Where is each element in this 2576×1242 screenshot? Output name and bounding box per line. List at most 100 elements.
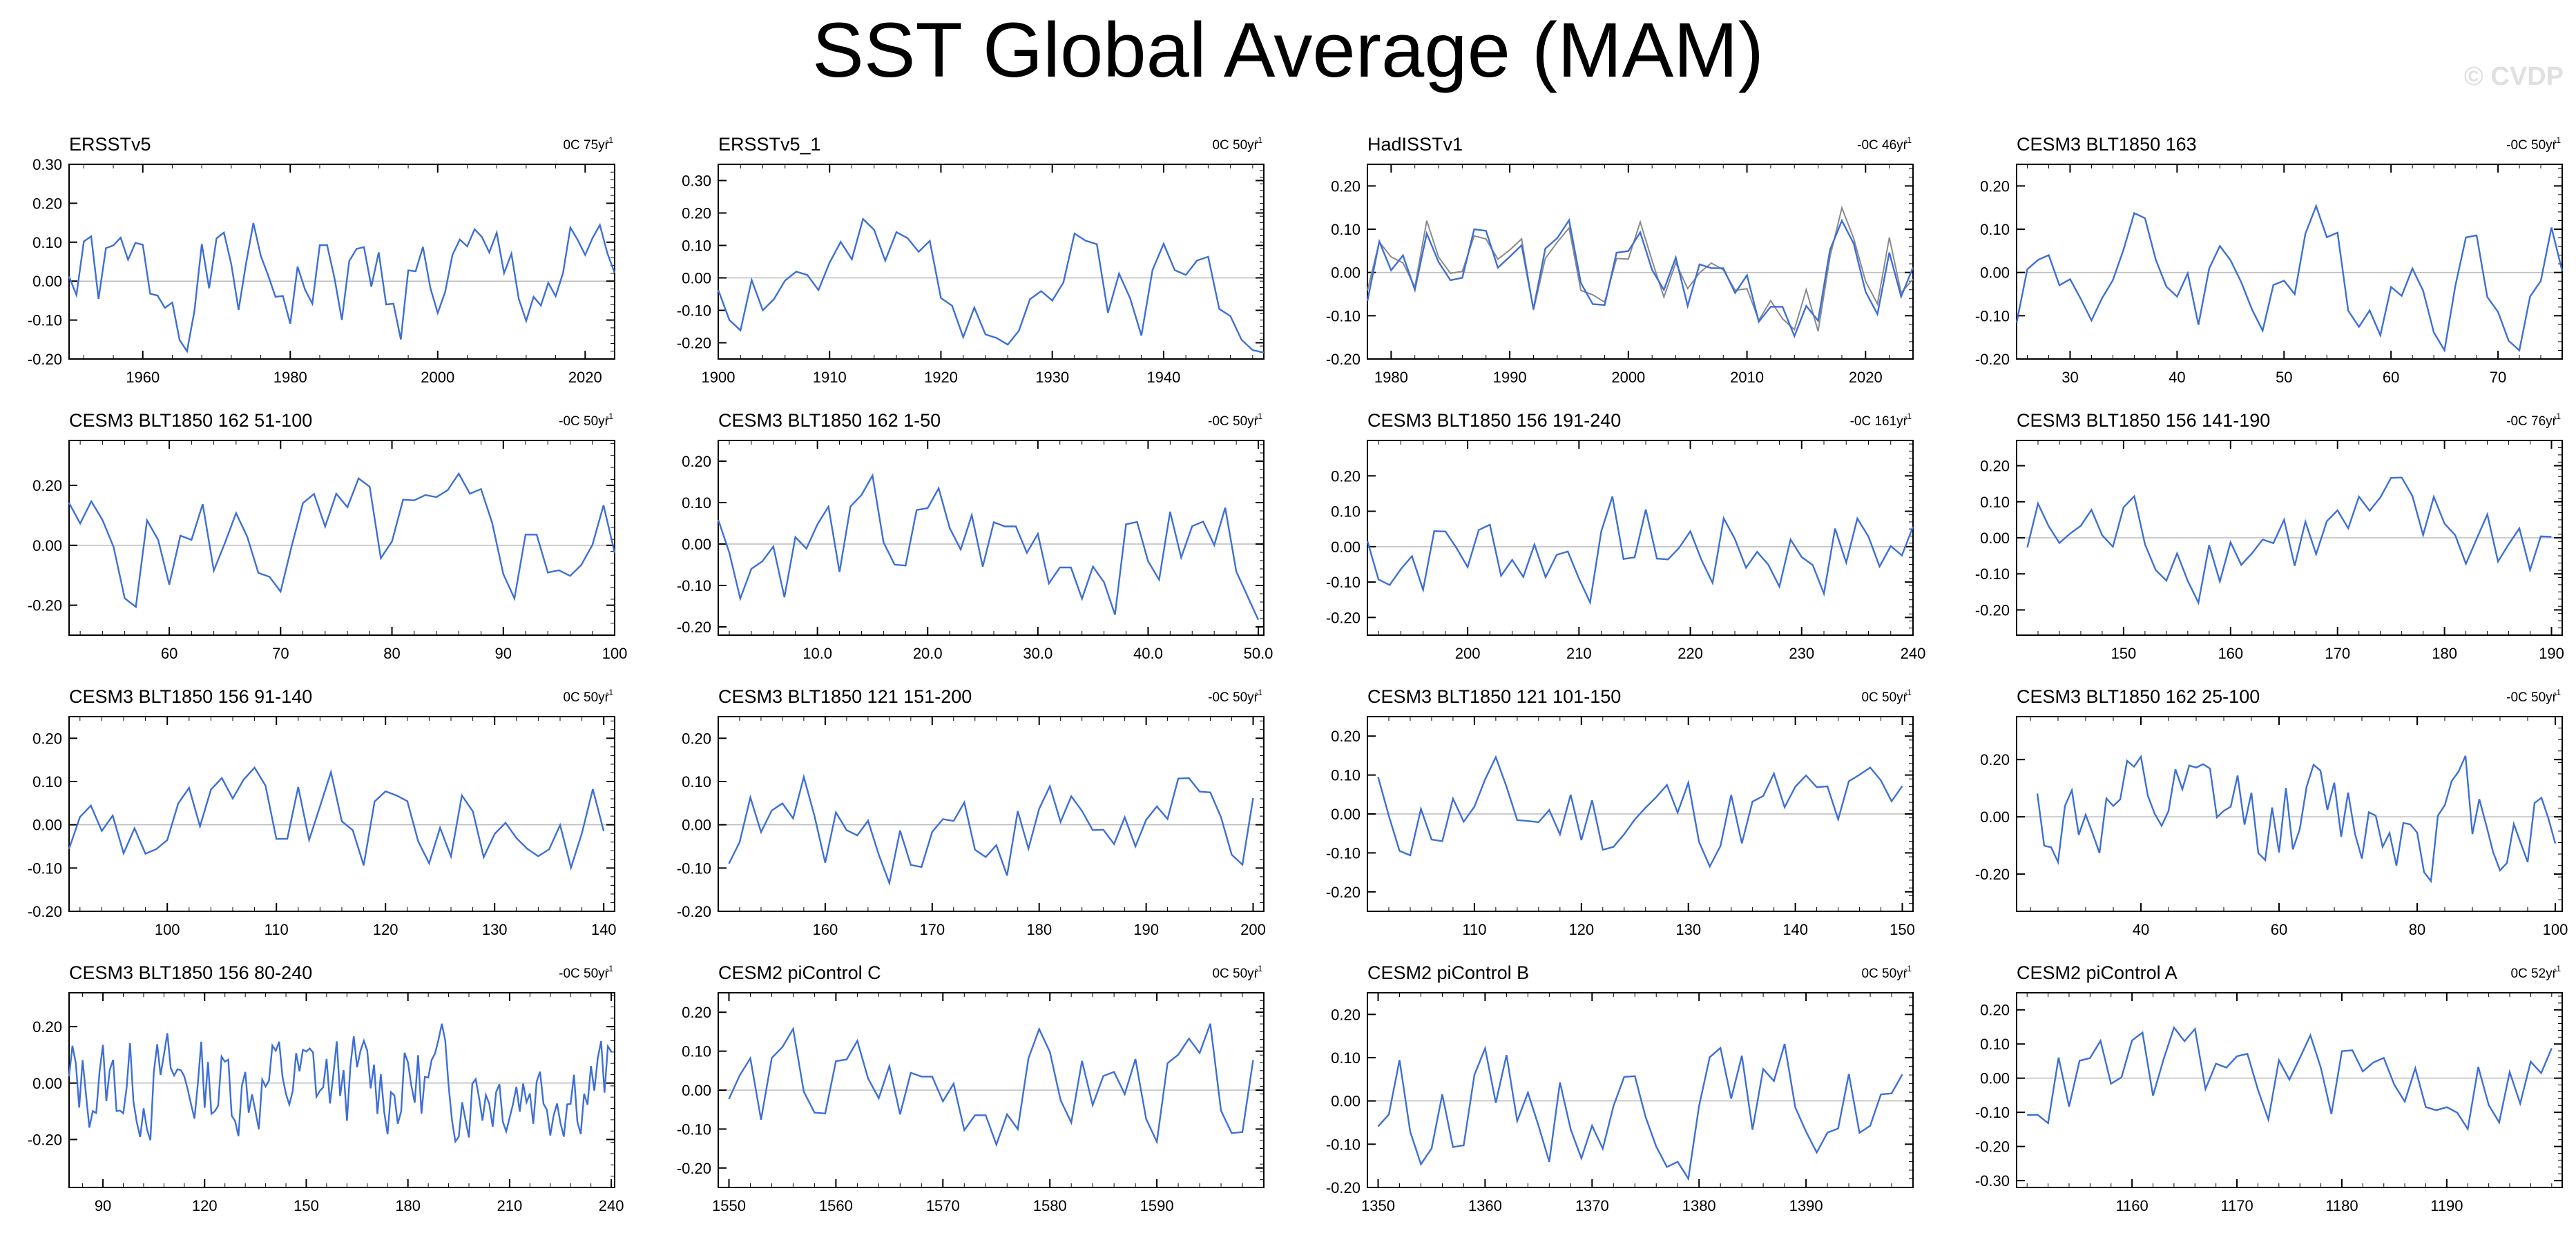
- x-tick-label: 1980: [273, 369, 307, 386]
- x-tick-label: 30.0: [1023, 645, 1052, 662]
- y-tick-label: -0.10: [677, 860, 711, 877]
- trend-label: -0C 50yr: [2506, 690, 2557, 705]
- x-tick-label: 1370: [1575, 1197, 1609, 1214]
- panel-title: ERSSTv5: [69, 134, 151, 155]
- y-tick-label: -0.10: [1326, 844, 1361, 862]
- x-tick-label: 1900: [702, 369, 736, 386]
- y-tick-label: -0.20: [1326, 609, 1361, 626]
- y-tick-label: -0.20: [677, 619, 711, 636]
- x-tick-label: 1580: [1033, 1197, 1067, 1214]
- y-tick-label: 0.20: [32, 730, 62, 747]
- y-tick-label: -0.10: [1975, 565, 2010, 583]
- panel-12: CESM3 BLT1850 162 25-100 -0C 50yr-1 -0.20 0…: [1975, 686, 2568, 938]
- plot-frame: [1367, 992, 1914, 1188]
- trend-label: 0C 50yr: [1212, 967, 1258, 981]
- x-tick-label: 220: [1678, 645, 1703, 662]
- y-tick-label: 0.00: [1331, 264, 1361, 282]
- panel-14: CESM2 piControl C 0C 50yr-1 -0.20 -0.10 0.00…: [677, 962, 1265, 1214]
- trend-exponent: -1: [1255, 688, 1262, 697]
- panel-title: CESM3 BLT1850 121 151-200: [718, 686, 972, 707]
- series-line: [68, 472, 616, 609]
- series-line-secondary: [1367, 205, 1914, 332]
- plot-frame: [1367, 164, 1914, 360]
- y-tick-label: -0.20: [1975, 1138, 2010, 1156]
- y-tick-label: -0.20: [1975, 866, 2010, 883]
- y-tick-label: -0.20: [28, 351, 62, 368]
- trend-label: 0C 50yr: [563, 690, 609, 705]
- x-tick-label: 200: [1240, 921, 1266, 938]
- y-tick-label: 0.20: [682, 205, 711, 222]
- panel-title: CESM2 piControl B: [1367, 962, 1529, 983]
- x-tick-label: 60: [161, 645, 177, 662]
- y-tick-label: 0.00: [32, 537, 62, 554]
- x-tick-label: 200: [1455, 645, 1481, 662]
- x-tick-label: 2000: [1611, 369, 1645, 386]
- panel-3: HadISSTv1 -0C 46yr-1 -0.20 -0.10 0.00 0.10 0.2…: [1326, 134, 1914, 386]
- x-tick-label: 20.0: [913, 645, 943, 662]
- y-tick-label: 0.20: [682, 730, 711, 747]
- trend-exponent: -1: [1255, 135, 1262, 145]
- y-tick-label: 0.20: [1331, 1006, 1361, 1023]
- trend-label: 0C 50yr: [1861, 967, 1907, 981]
- x-tick-label: 1550: [712, 1197, 746, 1214]
- x-tick-label: 100: [2543, 921, 2568, 938]
- trend-label: 0C 50yr: [1212, 138, 1258, 153]
- y-tick-label: 0.20: [1980, 1002, 2010, 1019]
- panel-title: CESM2 piControl A: [2017, 962, 2178, 983]
- panel-title: CESM2 piControl C: [718, 962, 881, 983]
- plot-frame: [2016, 992, 2563, 1188]
- series-line: [717, 217, 1265, 353]
- y-tick-label: 0.00: [32, 273, 62, 290]
- plot-frame: [2016, 716, 2563, 912]
- series-line: [2015, 204, 2564, 353]
- watermark: © CVDP: [2463, 62, 2564, 91]
- series-line: [717, 473, 1260, 621]
- panel-title: CESM3 BLT1850 156 80-240: [69, 962, 312, 983]
- y-tick-label: 0.00: [1980, 1070, 2010, 1087]
- plot-frame: [718, 440, 1265, 636]
- x-tick-label: 180: [2432, 645, 2457, 662]
- panel-title: CESM3 BLT1850 156 141-190: [2017, 410, 2270, 431]
- x-tick-label: 80: [383, 645, 400, 662]
- y-tick-label: 0.00: [682, 1082, 711, 1099]
- y-tick-label: 0.20: [32, 195, 62, 212]
- x-tick-label: 1990: [1493, 369, 1527, 386]
- x-tick-label: 1560: [819, 1197, 853, 1214]
- trend-exponent: -1: [606, 688, 613, 697]
- panel-title: CESM3 BLT1850 121 101-150: [1367, 686, 1621, 707]
- x-tick-label: 60: [2383, 369, 2399, 386]
- y-tick-label: 0.20: [682, 1004, 711, 1021]
- panel-4: CESM3 BLT1850 163 -0C 50yr-1 -0.20 -0.10 0.0…: [1975, 134, 2564, 386]
- x-tick-label: 110: [265, 921, 289, 938]
- x-tick-label: 90: [495, 645, 512, 662]
- y-tick-label: -0.20: [677, 335, 711, 352]
- x-tick-label: 1590: [1140, 1197, 1174, 1214]
- x-tick-label: 150: [1890, 921, 1915, 938]
- panel-title: CESM3 BLT1850 156 91-140: [69, 686, 312, 707]
- trend-label: -0C 50yr: [1208, 690, 1259, 705]
- trend-exponent: -1: [606, 135, 613, 145]
- y-tick-label: -0.10: [1975, 307, 2010, 324]
- y-tick-label: 0.00: [1331, 806, 1361, 823]
- y-tick-label: -0.10: [677, 1120, 711, 1138]
- y-tick-label: -0.20: [1975, 601, 2010, 619]
- y-tick-label: 0.00: [682, 270, 711, 287]
- trend-label: -0C 46yr: [1857, 138, 1908, 153]
- plot-frame: [1367, 440, 1914, 636]
- panel-16: CESM2 piControl A 0C 52yr-1 -0.30 -0.20 -0.1…: [1975, 962, 2563, 1214]
- panel-title: ERSSTv5_1: [718, 134, 821, 155]
- panel-title: CESM3 BLT1850 162 25-100: [2017, 686, 2260, 707]
- panel-7: CESM3 BLT1850 156 191-240 -0C 161yr-1 -0.2…: [1326, 410, 1926, 662]
- y-tick-label: 0.10: [1980, 494, 2010, 511]
- x-tick-label: 1390: [1789, 1197, 1823, 1214]
- x-tick-label: 70: [2490, 369, 2506, 386]
- x-tick-label: 120: [1568, 921, 1594, 938]
- panel-6: CESM3 BLT1850 162 1-50 -0C 50yr-1 -0.20 -0.…: [677, 410, 1273, 662]
- plot-frame: [2016, 164, 2563, 360]
- x-tick-label: 130: [482, 921, 508, 938]
- panel-10: CESM3 BLT1850 121 151-200 -0C 50yr-1 -0.20…: [677, 686, 1266, 938]
- y-tick-label: -0.10: [677, 302, 711, 320]
- y-tick-label: 0.20: [32, 1018, 62, 1036]
- y-tick-label: 0.10: [1331, 503, 1361, 521]
